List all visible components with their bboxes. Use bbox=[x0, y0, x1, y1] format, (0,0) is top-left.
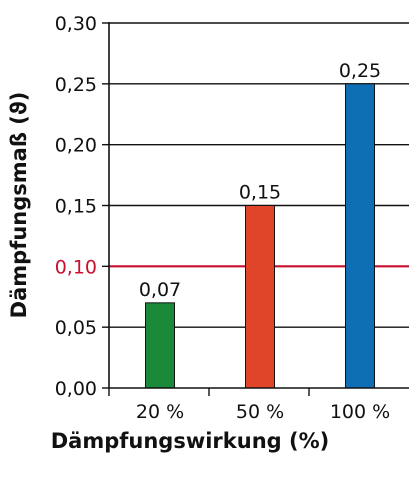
y-tick-label: 0,25 bbox=[55, 74, 97, 96]
bar bbox=[145, 302, 175, 389]
y-tick-label: 0,05 bbox=[55, 317, 97, 339]
bar bbox=[245, 205, 275, 389]
x-tick-label: 20 % bbox=[136, 401, 184, 423]
axes bbox=[102, 22, 409, 396]
y-tick-label: 0,20 bbox=[55, 135, 97, 157]
y-tick-label: 0,30 bbox=[55, 13, 97, 35]
x-tick-label: 50 % bbox=[236, 401, 284, 423]
y-axis-title: Dämpfungsmaß (ϑ) bbox=[7, 92, 31, 319]
bars bbox=[145, 83, 375, 389]
x-axis-title: Dämpfungswirkung (%) bbox=[51, 429, 330, 453]
data-label: 0,15 bbox=[239, 182, 281, 204]
x-tick-label: 100 % bbox=[330, 401, 390, 423]
data-label: 0,07 bbox=[139, 279, 181, 301]
bar bbox=[345, 83, 375, 389]
y-tick-label: 0,10 bbox=[55, 256, 97, 278]
labels: 0,00 0,05 0,10 0,15 0,20 0,25 0,30 0,07 20 % 0,15… bbox=[55, 13, 390, 423]
data-label: 0,25 bbox=[339, 60, 381, 82]
y-tick-label: 0,00 bbox=[55, 378, 97, 400]
y-tick-label: 0,15 bbox=[55, 196, 97, 218]
